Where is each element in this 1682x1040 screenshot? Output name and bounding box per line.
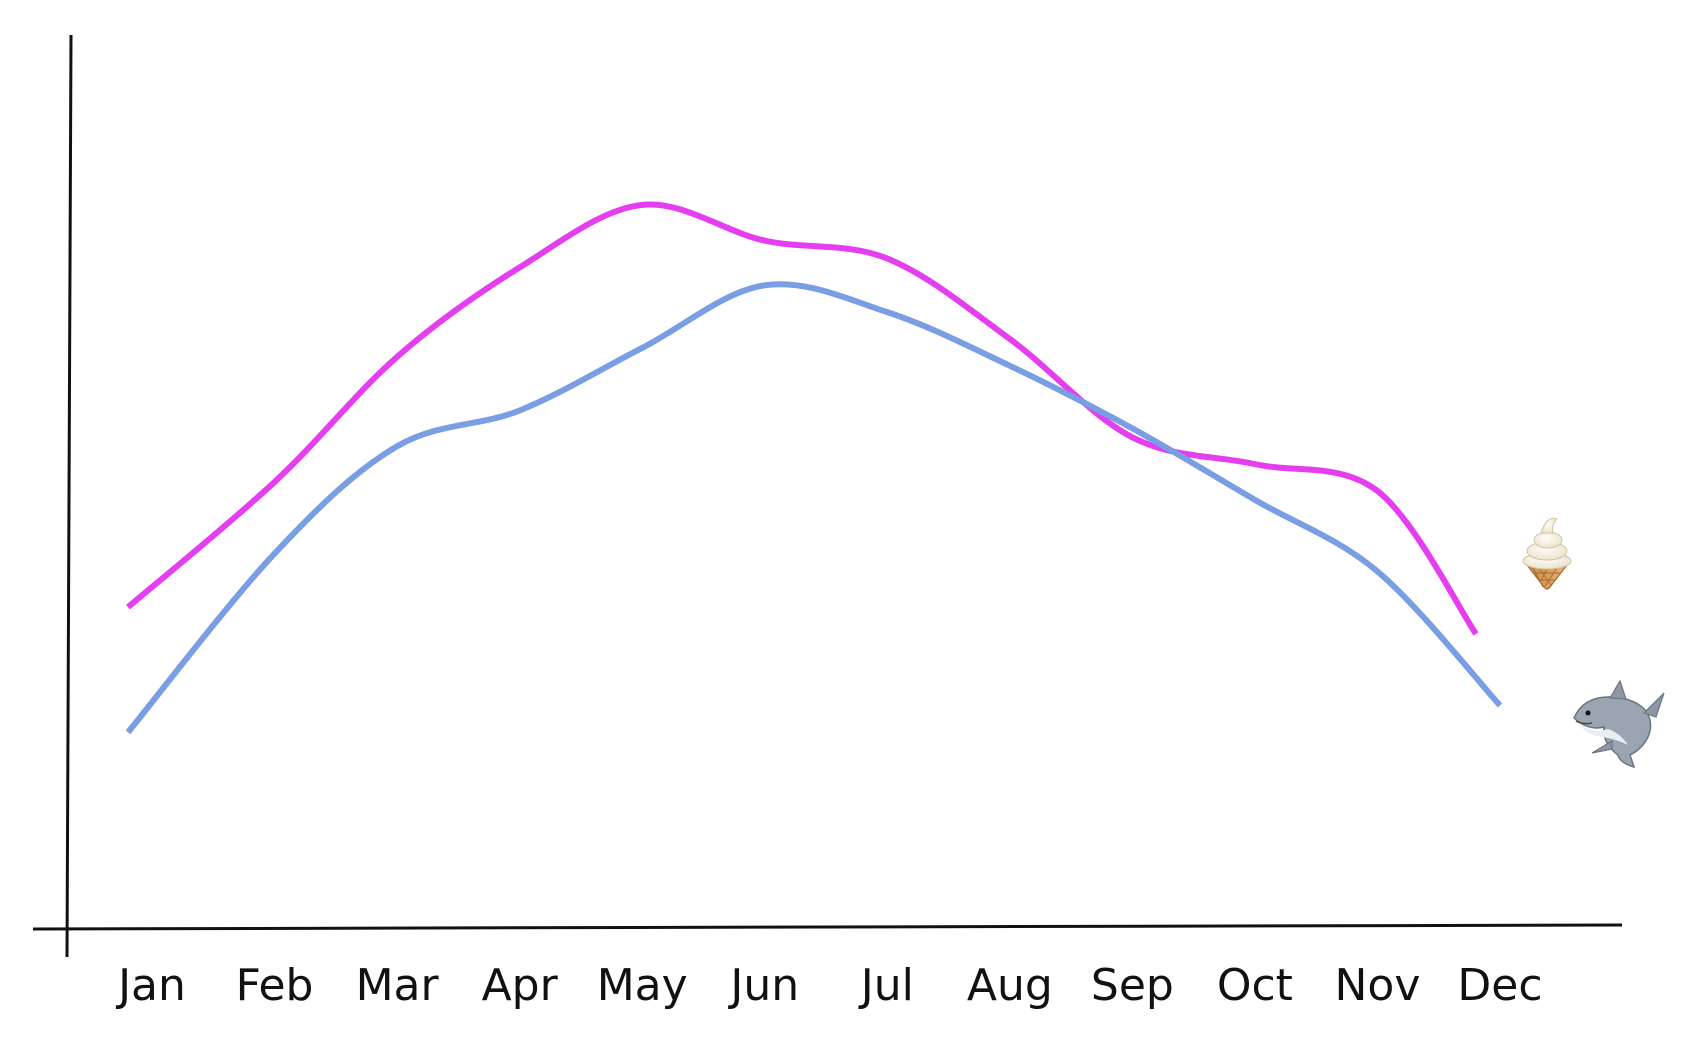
- x-tick-label: Dec: [1457, 960, 1542, 1011]
- x-tick-label: Sep: [1091, 960, 1174, 1011]
- x-tick-label: May: [597, 960, 688, 1011]
- x-tick-label: Jan: [115, 960, 186, 1011]
- x-tick-label: Jul: [858, 960, 914, 1011]
- y-axis: [65, 34, 73, 958]
- series-lines: [125, 201, 1503, 735]
- x-tick-label: Oct: [1217, 960, 1293, 1011]
- x-axis: [32, 923, 1623, 931]
- ice-cream-icon: [1522, 517, 1572, 590]
- x-tick-label: Feb: [236, 960, 314, 1011]
- x-tick-labels: Jan Feb Mar Apr May Jun Jul Aug Sep Oct Nov Dec: [115, 960, 1542, 1011]
- shark-icon: [1573, 679, 1665, 769]
- x-tick-label: Aug: [967, 960, 1053, 1011]
- x-tick-label: Apr: [482, 960, 559, 1011]
- series-line-shark: [125, 281, 1503, 735]
- x-tick-label: Mar: [356, 960, 440, 1011]
- x-tick-label: Jun: [727, 960, 799, 1011]
- x-tick-label: Nov: [1335, 960, 1421, 1011]
- series-line-ice-cream: [126, 201, 1479, 636]
